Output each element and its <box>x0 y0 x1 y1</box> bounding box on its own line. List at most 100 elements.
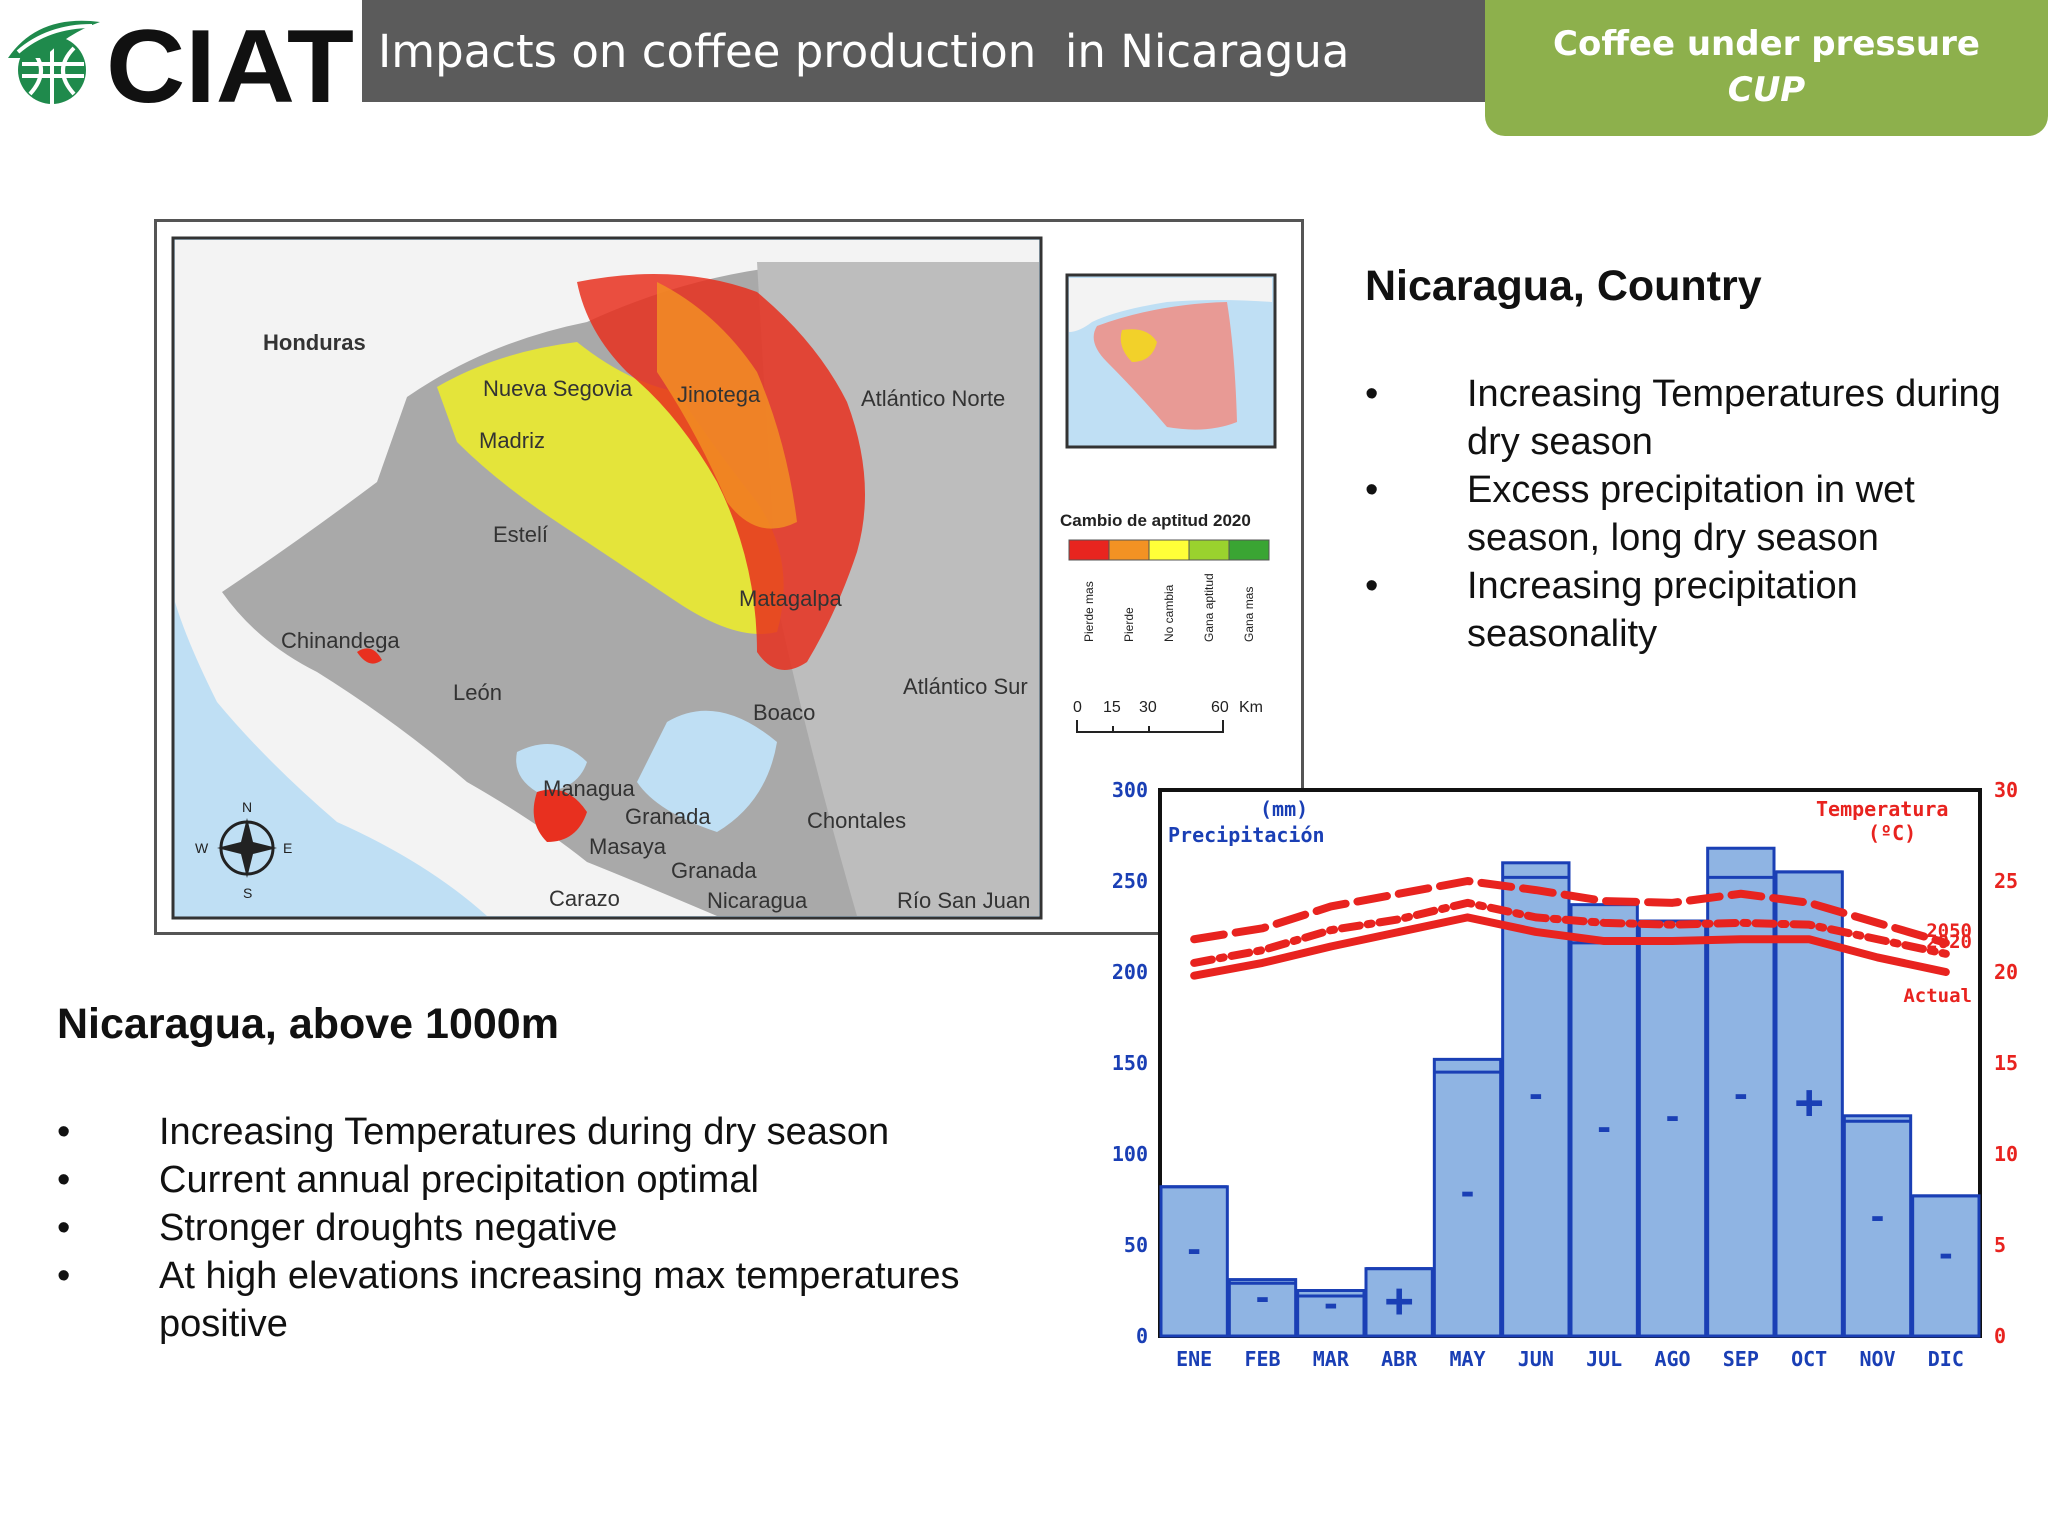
bullet-marker: • <box>57 1207 71 1249</box>
inset-map <box>1065 273 1277 449</box>
list-item-text: Increasing precipitation seasonality <box>1467 565 1858 655</box>
cup-badge: Coffee under pressure CUP <box>1485 0 2048 136</box>
label-honduras: Honduras <box>263 330 366 355</box>
label-atlantico-norte: Atlántico Norte <box>861 386 1005 411</box>
list-item-text: Excess precipitation in wet season, long… <box>1467 469 1915 559</box>
change-sign: - <box>1662 1098 1682 1138</box>
y-tick-label: 100 <box>1112 1142 1148 1166</box>
scale-tick-60: 60 <box>1211 699 1229 716</box>
series-label-2050: 2050 <box>1926 920 1972 942</box>
zone-volcano <box>357 648 382 664</box>
suitability-map: Honduras Nueva Segovia Jinotega Atlántic… <box>171 236 1277 920</box>
y2label-unit: (ºC) <box>1868 821 1916 845</box>
label-masaya: Masaya <box>589 834 667 859</box>
list-item: • Increasing Temperatures during dry seas… <box>57 1108 1057 1156</box>
y2label: Temperatura <box>1816 797 1948 821</box>
bars-group: - - - + - - - - - + - - <box>1159 846 1981 1338</box>
globe-leaf-icon <box>8 20 100 104</box>
change-sign: + <box>1385 1272 1414 1328</box>
label-chontales: Chontales <box>807 808 906 833</box>
scale-bar: 0 15 30 60 Km <box>1073 699 1263 733</box>
country-heading: Nicaragua, Country <box>1365 262 1762 310</box>
change-sign: - <box>1321 1285 1341 1325</box>
bullet-marker: • <box>1365 373 1379 415</box>
y2-tick-label: 5 <box>1994 1233 2006 1257</box>
y2-tick-label: 15 <box>1994 1051 2018 1075</box>
scale-tick-0: 0 <box>1073 699 1082 716</box>
bullet-marker: • <box>57 1159 71 1201</box>
x-tick-label: NOV <box>1859 1347 1895 1371</box>
svg-text:N: N <box>242 799 252 815</box>
x-tick-label: SEP <box>1723 1347 1759 1371</box>
zone-masaya <box>533 789 587 842</box>
legend-swatch <box>1148 539 1190 561</box>
change-sign: - <box>1252 1279 1272 1319</box>
y-tick-label: 300 <box>1112 778 1148 802</box>
above-heading: Nicaragua, above 1000m <box>57 1000 559 1048</box>
svg-text:S: S <box>243 885 252 901</box>
legend-swatch <box>1068 539 1110 561</box>
y-tick-label: 0 <box>1136 1324 1148 1348</box>
slide-title: Impacts on coffee production in Nicaragu… <box>378 25 1350 78</box>
label-carazo: Carazo <box>549 886 620 911</box>
y-tick-label: 150 <box>1112 1051 1148 1075</box>
legend-label: Gana mas <box>1242 587 1256 642</box>
bullet-marker: • <box>57 1111 71 1153</box>
legend-swatch <box>1188 539 1230 561</box>
label-boaco: Boaco <box>753 700 815 725</box>
scale-tick-30: 30 <box>1139 699 1157 716</box>
x-tick-label: ABR <box>1381 1347 1418 1371</box>
legend-swatch <box>1108 539 1150 561</box>
label-managua: Managua <box>543 776 636 801</box>
change-sign: - <box>1457 1173 1477 1213</box>
y-tick-label: 200 <box>1112 960 1148 984</box>
legend-label: Pierde <box>1122 607 1136 642</box>
bar-ene <box>1159 1185 1229 1338</box>
bar-jun <box>1501 861 1571 1338</box>
label-chinandega: Chinandega <box>281 628 400 653</box>
label-atlantico-sur: Atlántico Sur <box>903 674 1028 699</box>
logo-text: CIAT <box>106 9 354 110</box>
bar-may <box>1432 1057 1503 1338</box>
legend-title: Cambio de aptitud 2020 <box>1060 511 1251 530</box>
scale-unit: Km <box>1239 699 1263 716</box>
change-sign: - <box>1731 1076 1751 1116</box>
x-tick-label: MAR <box>1313 1347 1350 1371</box>
label-esteli: Estelí <box>493 522 548 547</box>
ylabel: Precipitación <box>1168 823 1325 847</box>
y2-tick-label: 25 <box>1994 869 2018 893</box>
label-madriz: Madriz <box>479 428 545 453</box>
change-sign: + <box>1795 1074 1824 1130</box>
y-tick-label: 50 <box>1124 1233 1148 1257</box>
change-sign: - <box>1184 1230 1204 1270</box>
x-tick-label: JUN <box>1518 1347 1554 1371</box>
list-item: • Increasing Temperatures during dry seas… <box>1365 370 2025 466</box>
list-item: • At high elevations increasing max tempe… <box>57 1252 1057 1348</box>
label-matagalpa: Matagalpa <box>739 586 843 611</box>
above-bullets: • Increasing Temperatures during dry seas… <box>57 1108 1057 1348</box>
x-tick-label: ENE <box>1176 1347 1212 1371</box>
y2-tick-label: 10 <box>1994 1142 2018 1166</box>
svg-text:W: W <box>195 840 209 856</box>
badge-title: Coffee under pressure <box>1553 24 1980 64</box>
legend-label: Gana aptitud <box>1202 573 1216 642</box>
map-figure: Honduras Nueva Segovia Jinotega Atlántic… <box>154 219 1304 935</box>
bar-mar <box>1296 1289 1366 1338</box>
list-item: • Increasing precipitation seasonality <box>1365 562 2025 658</box>
list-item: • Current annual precipitation optimal <box>57 1156 1057 1204</box>
country-bullets: • Increasing Temperatures during dry seas… <box>1365 370 2025 658</box>
x-tick-label: MAY <box>1449 1347 1485 1371</box>
svg-text:E: E <box>283 840 292 856</box>
list-item-text: At high elevations increasing max temper… <box>159 1255 960 1345</box>
label-leon: León <box>453 680 502 705</box>
bar-sep <box>1706 846 1776 1338</box>
bullet-marker: • <box>1365 565 1379 607</box>
line-2050 <box>1190 877 1950 947</box>
x-tick-label: JUL <box>1586 1347 1622 1371</box>
label-nicaragua-lake: Nicaragua <box>707 888 808 913</box>
lake-managua <box>516 744 587 792</box>
lake-nicaragua <box>637 710 777 832</box>
badge-subtitle: CUP <box>1727 70 1806 110</box>
change-sign: - <box>1594 1108 1614 1148</box>
